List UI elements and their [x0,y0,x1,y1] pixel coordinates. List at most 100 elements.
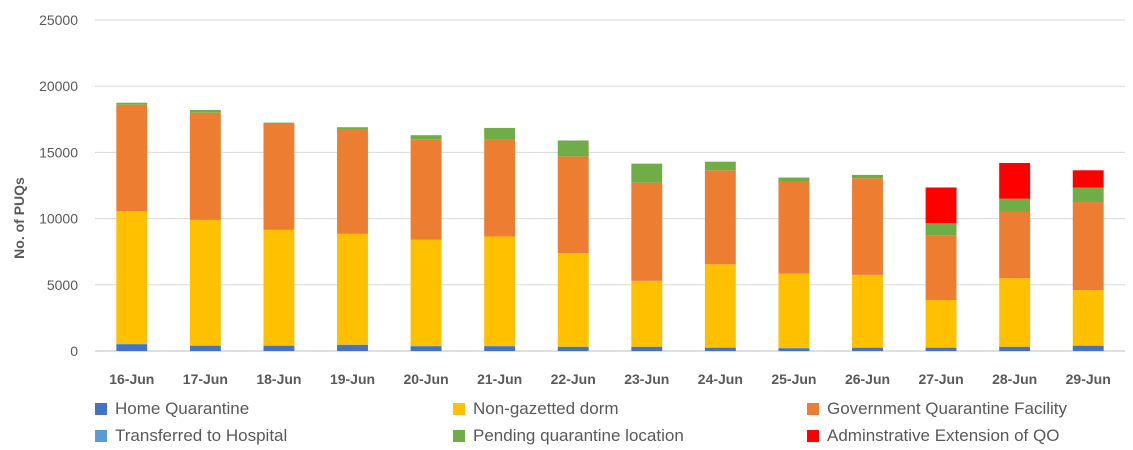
bar-segment [410,139,442,240]
legend-label: Government Quarantine Facility [827,399,1067,418]
bar-segment [631,163,663,183]
bar-segment [557,140,589,157]
bar-segment [1072,202,1104,291]
legend-swatch [453,403,465,415]
y-axis-tick-labels: 0 5000 10000 15000 20000 25000 [39,12,78,359]
bar-segment [999,278,1031,347]
bar-segment [116,211,148,344]
bar-segment [925,235,957,301]
legend-item: Adminstrative Extension of QO [807,425,1059,447]
legend-item: Non-gazetted dorm [453,398,619,420]
legend-label: Home Quarantine [115,399,250,418]
x-tick-label: 19-Jun [330,371,375,387]
y-tick-label: 5000 [47,277,78,293]
bar-segment [631,347,663,351]
y-tick-label: 0 [70,343,78,359]
bar-segment [1072,187,1104,203]
bar-segment [337,127,368,130]
legend-swatch [453,430,465,442]
bar-segment [1072,170,1104,188]
x-tick-label: 17-Jun [183,371,228,387]
bar-segment [925,347,957,351]
chart: 0 5000 10000 15000 20000 25000 16-Jun 17-Jun 18… [11,12,1125,387]
bar-segment [704,170,736,265]
bar-segment [925,223,957,236]
x-tick-label: 18-Jun [256,371,301,387]
bar-segment [337,129,368,234]
bar-segment [704,347,736,351]
bar-segment [337,233,368,345]
legend: Home Quarantine Non-gazetted dorm Governme… [95,398,1125,448]
gridlines [95,19,1125,352]
bar-segment [484,346,516,351]
bar-segment [778,273,810,348]
legend-label: Pending quarantine location [473,426,684,445]
bar-segment [704,161,736,171]
bar-segment [263,123,295,230]
legend-swatch [95,403,107,415]
x-tick-label: 21-Jun [477,371,522,387]
bar-segment [116,104,148,212]
bar-segment [778,348,810,351]
y-axis-label: No. of PUQs [11,177,27,259]
x-tick-label: 27-Jun [919,371,964,387]
x-tick-label: 26-Jun [845,371,890,387]
bar-segment [778,177,810,182]
bar-segment [189,112,221,220]
bar-segment [189,110,221,113]
legend-swatch [95,430,107,442]
bar-segment [557,347,589,351]
x-tick-label: 28-Jun [992,371,1037,387]
bar-segment [631,182,663,281]
x-tick-label: 24-Jun [698,371,743,387]
bar-segment [410,239,442,346]
x-tick-label: 25-Jun [771,371,816,387]
bar-segment [189,219,221,346]
x-axis-tick-labels: 16-Jun 17-Jun 18-Jun 19-Jun 20-Jun 21-Jun 22-J… [109,371,1111,387]
bar-segment [925,300,957,348]
bars [116,102,1104,351]
legend-label: Non-gazetted dorm [473,399,619,418]
y-tick-label: 15000 [39,144,78,160]
stacked-bar-chart: 0 5000 10000 15000 20000 25000 16-Jun 17-Jun 18… [11,12,1125,387]
bar-segment [263,345,295,351]
x-tick-label: 22-Jun [551,371,596,387]
y-tick-label: 20000 [39,78,78,94]
y-tick-label: 25000 [39,12,78,28]
bar-segment [337,345,368,351]
bar-segment [852,174,883,179]
bar-segment [852,178,883,275]
bar-segment [999,347,1031,351]
legend-swatch [807,430,819,442]
legend-item: Transferred to Hospital [95,425,287,447]
bar-segment [484,139,516,237]
bar-segment [484,236,516,346]
legend-item: Pending quarantine location [453,425,684,447]
legend-swatch [807,403,819,415]
legend-item: Home Quarantine [95,398,249,420]
bar-segment [116,344,148,351]
bar-segment [999,198,1031,212]
bar-segment [999,211,1031,279]
bar-segment [410,135,442,140]
bar-segment [263,229,295,346]
x-tick-label: 16-Jun [109,371,154,387]
bar-segment [704,264,736,348]
x-tick-label: 29-Jun [1066,371,1111,387]
bar-segment [631,280,663,347]
bar-segment [557,253,589,347]
y-tick-label: 10000 [39,211,78,227]
bar-segment [1072,345,1104,351]
bar-segment [852,347,883,351]
legend-label: Transferred to Hospital [115,426,288,445]
bar-segment [1072,290,1104,346]
bar-segment [778,181,810,274]
legend-label: Adminstrative Extension of QO [827,426,1060,445]
bar-segment [189,345,221,351]
bar-segment [999,162,1031,199]
bar-segment [852,274,883,348]
bar-segment [557,156,589,254]
bar-segment [410,346,442,351]
bar-segment [116,102,148,105]
bar-segment [263,122,295,124]
